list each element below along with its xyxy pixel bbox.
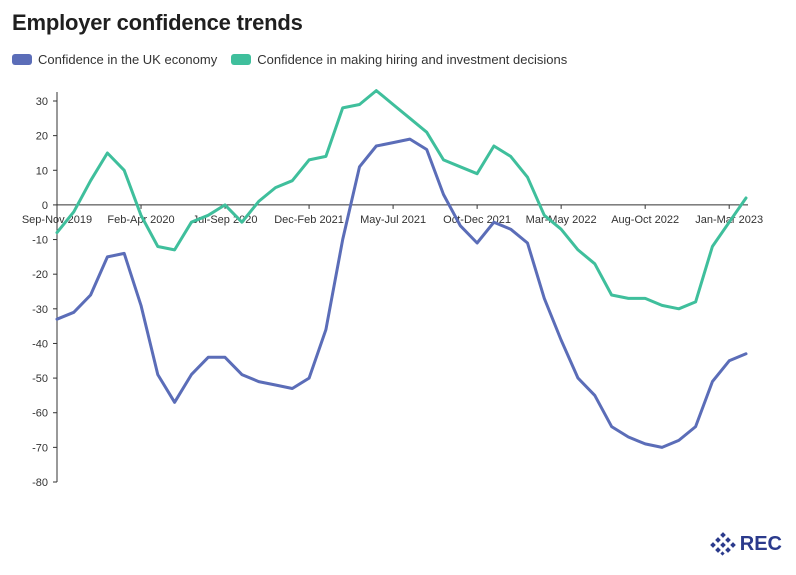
- x-tick-label: Aug-Oct 2022: [611, 214, 679, 226]
- y-tick-label: -20: [32, 269, 48, 281]
- legend-item-hiring[interactable]: Confidence in making hiring and investme…: [231, 52, 567, 67]
- y-tick-label: 20: [36, 131, 48, 143]
- x-tick-label: Mar-May 2022: [526, 214, 597, 226]
- brand-logo: REC: [709, 531, 782, 557]
- legend: Confidence in the UK economy Confidence …: [12, 52, 581, 67]
- y-tick-label: -60: [32, 408, 48, 420]
- y-tick-label: 10: [36, 165, 48, 177]
- chart-title: Employer confidence trends: [12, 10, 303, 35]
- y-tick-label: 30: [36, 96, 48, 108]
- legend-item-economy[interactable]: Confidence in the UK economy: [12, 52, 217, 67]
- series-line-hiring: [55, 89, 748, 311]
- y-tick-label: -40: [32, 338, 48, 350]
- y-tick-label: -10: [32, 235, 48, 247]
- x-tick-label: Sep-Nov 2019: [22, 214, 92, 226]
- y-tick-label: -30: [32, 304, 48, 316]
- x-tick-label: May-Jul 2021: [360, 214, 426, 226]
- brand-name: REC: [739, 532, 782, 555]
- y-tick-label: 0: [42, 200, 48, 212]
- legend-label-economy: Confidence in the UK economy: [38, 52, 218, 67]
- y-tick-label: -80: [32, 477, 48, 489]
- x-tick-label: Dec-Feb 2021: [274, 214, 344, 226]
- rec-logo-icon: [709, 532, 736, 556]
- y-tick-label: -70: [32, 442, 48, 454]
- legend-swatch-economy: [12, 54, 32, 65]
- legend-label-hiring: Confidence in making hiring and investme…: [257, 52, 568, 67]
- series-line-economy: [55, 137, 748, 449]
- y-tick-label: -50: [32, 373, 48, 385]
- legend-swatch-hiring: [231, 54, 252, 65]
- x-tick-label: Feb-Apr 2020: [107, 214, 174, 226]
